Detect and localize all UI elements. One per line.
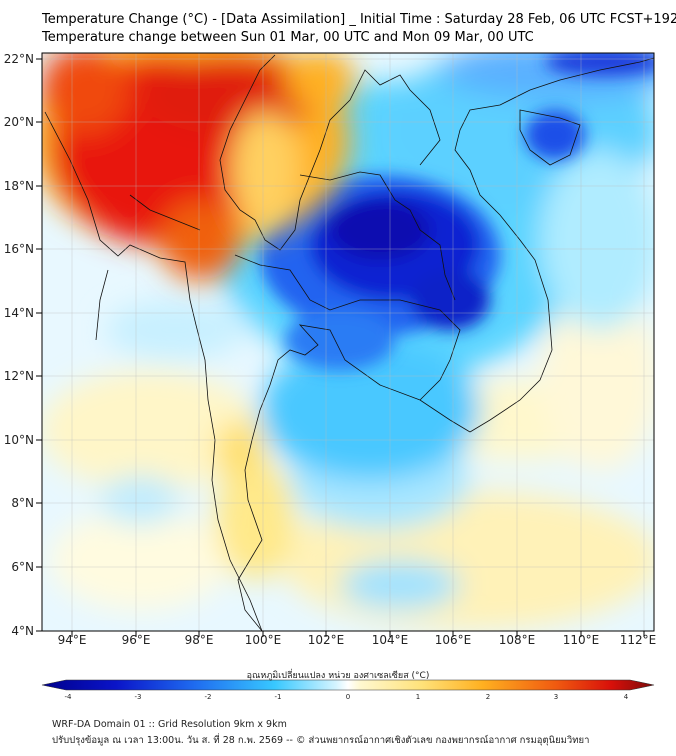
colorbar-title: อุณหภูมิเปลี่ยนแปลง หน่วย องศาเซลเซียส (… (246, 671, 430, 681)
footer-credit: ปรับปรุงข้อมูล ณ เวลา 13:00น. วัน ส. ที่… (52, 735, 590, 746)
colorbar-tick: 4 (624, 693, 629, 701)
lat-label: 10°N (4, 433, 34, 447)
colorbar-tick: 1 (416, 693, 420, 701)
lon-label: 102°E (308, 633, 345, 647)
lat-label: 20°N (4, 115, 34, 129)
lon-label: 100°E (245, 633, 282, 647)
lat-label: 16°N (4, 242, 34, 256)
colorbar-tick: -3 (135, 693, 142, 701)
lat-label: 8°N (11, 496, 34, 510)
colorbar-tick: 2 (486, 693, 490, 701)
lat-label: 14°N (4, 306, 34, 320)
longitude-labels: 94°E 96°E 98°E 100°E 102°E 104°E 106°E 1… (58, 633, 657, 647)
map-title: Temperature Change (°C) - [Data Assimila… (42, 12, 676, 27)
lon-label: 96°E (122, 633, 151, 647)
lat-label: 18°N (4, 179, 34, 193)
map-frame (41, 52, 655, 632)
axis-ticks (36, 58, 645, 637)
temperature-field (42, 53, 654, 631)
lat-label: 22°N (4, 52, 34, 66)
lon-label: 108°E (499, 633, 536, 647)
latitude-labels: 22°N 20°N 18°N 16°N 14°N 12°N 10°N 8°N 6… (4, 52, 34, 638)
lat-label: 12°N (4, 369, 34, 383)
lon-label: 112°E (620, 633, 657, 647)
colorbar: -4 -3 -2 -1 0 1 2 3 4 (41, 679, 655, 701)
lon-label: 98°E (185, 633, 214, 647)
lon-label: 104°E (372, 633, 409, 647)
colorbar-tick: -2 (205, 693, 212, 701)
map-borders (44, 54, 654, 631)
map-gridlines (42, 53, 654, 631)
colorbar-tick: 3 (554, 693, 558, 701)
lon-label: 110°E (563, 633, 600, 647)
colorbar-tick: -4 (65, 693, 73, 701)
lon-label: 106°E (435, 633, 472, 647)
lon-label: 94°E (58, 633, 87, 647)
colorbar-bar (41, 679, 655, 691)
colorbar-tick: -1 (275, 693, 282, 701)
map-subtitle: Temperature change between Sun 01 Mar, 0… (42, 30, 534, 45)
colorbar-tick: 0 (346, 693, 350, 701)
lat-label: 4°N (11, 624, 34, 638)
footer-model-info: WRF-DA Domain 01 :: Grid Resolution 9km … (52, 719, 287, 730)
lat-label: 6°N (11, 560, 34, 574)
